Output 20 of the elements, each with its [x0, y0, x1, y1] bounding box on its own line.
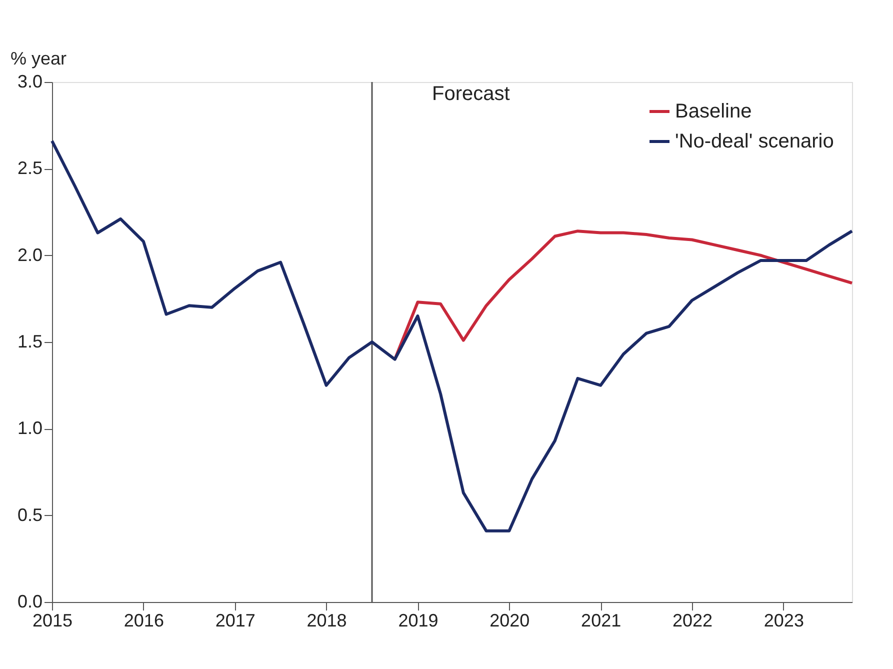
x-tick-label: 2020: [490, 610, 530, 630]
x-tick-label: 2015: [32, 610, 73, 630]
y-tick-label: 1.5: [17, 332, 42, 352]
x-tick-label: 2018: [306, 610, 347, 630]
legend-label: Baseline: [675, 100, 752, 122]
x-tick-label: 2017: [215, 610, 256, 630]
y-axis-title: % year: [10, 48, 67, 68]
ref-line-label: Forecast: [432, 83, 510, 105]
y-tick-label: 2.0: [17, 244, 42, 265]
y-tick-label: 3.0: [17, 72, 42, 92]
y-tick-label: 2.5: [17, 158, 42, 178]
x-tick-label: 2019: [398, 610, 438, 630]
x-tick-label: 2016: [124, 610, 164, 630]
y-tick-label: 1.0: [17, 418, 42, 438]
y-tick-label: 0.5: [17, 504, 42, 525]
y-tick-label: 0.0: [17, 592, 42, 612]
x-tick-label: 2022: [672, 610, 713, 630]
x-tick-label: 2023: [764, 610, 804, 630]
legend-label: 'No-deal' scenario: [675, 130, 834, 152]
x-tick-label: 2021: [581, 610, 622, 630]
